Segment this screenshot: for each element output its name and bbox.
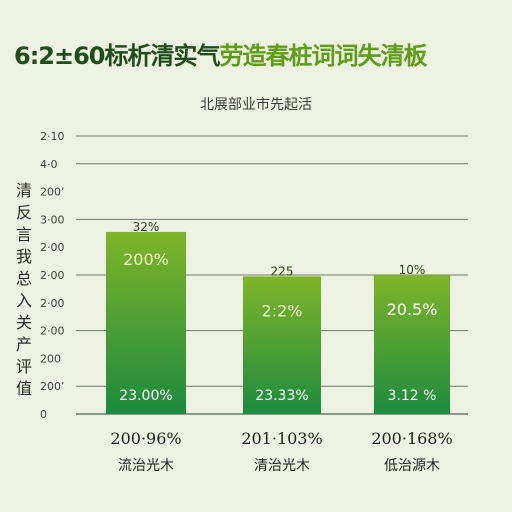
category-sublabel: 低治源木 [384, 458, 440, 474]
y-tick-label: 2·00 [40, 241, 65, 254]
y-tick-label: 0 [40, 408, 47, 421]
bar-label-mid: 20.5% [387, 300, 438, 319]
bar-label-top: 10% [399, 263, 426, 277]
y-tick-label: 200 [40, 352, 61, 365]
y-tick-label: 2·00 [40, 325, 65, 338]
y-tick-label: 2·10 [40, 130, 65, 143]
bar-label-mid: 200% [123, 250, 169, 269]
category-sublabel: 清治光木 [254, 458, 310, 474]
bar [106, 231, 186, 414]
bar-label-top: 225 [271, 264, 294, 278]
bar [374, 275, 450, 414]
bar-label-top: 32% [133, 220, 160, 234]
bar-label-bottom: 3.12 % [388, 388, 437, 404]
bar-label-bottom: 23.33% [255, 388, 308, 404]
y-tick-label: 3·00 [40, 213, 65, 226]
y-tick-label: 4·0 [40, 158, 58, 171]
page-title-part1: 6:2±60标析清实气 [14, 42, 221, 70]
y-tick-label: 200’ [40, 380, 65, 393]
category-label: 200·96% [110, 429, 181, 448]
category-label: 201·103% [241, 429, 322, 448]
bar-label-mid: 2:2% [262, 301, 303, 320]
y-tick-label: 200’ [40, 186, 65, 199]
page-title: 6:2±60标析清实气劳造春桩词词失清板 [14, 36, 428, 71]
y-tick-label: 2·00 [40, 297, 65, 310]
page-title-part2: 劳造春桩词词失清板 [219, 42, 428, 70]
y-tick-label: 2·00 [40, 269, 65, 282]
category-label: 200·168% [371, 429, 452, 448]
y-axis-label: 清反言我总入关产评值 [16, 181, 33, 398]
bar-label-bottom: 23.00% [119, 388, 172, 404]
category-sublabel: 流治光木 [118, 458, 174, 474]
bar [243, 276, 321, 414]
chart-title: 北展部业市先起活 [200, 97, 312, 113]
